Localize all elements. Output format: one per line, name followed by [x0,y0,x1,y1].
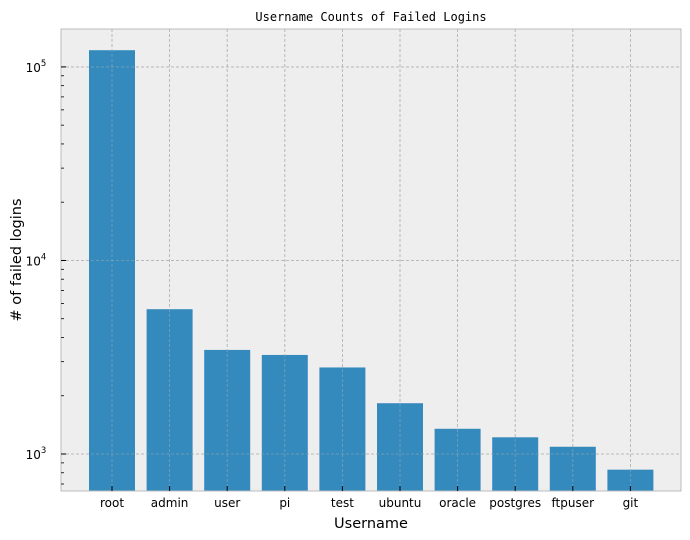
y-tick-label: 104 [26,252,47,268]
x-tick-label: git [623,496,639,510]
bar-pi [261,354,308,491]
bars [61,29,681,491]
x-tick-label: ftpuser [552,496,595,510]
x-tick-label: ubuntu [379,496,422,510]
x-tick-label: admin [151,496,189,510]
y-tick-label: 105 [26,59,47,75]
x-tick-label: user [214,496,240,510]
x-axis: root admin user pi test ubuntu oracle postgres f… [100,486,639,510]
x-axis-label: Username [334,516,408,532]
chart-title: Username Counts of Failed Logins [255,10,486,24]
y-tick-label: 103 [26,446,47,462]
x-tick-label: pi [279,496,290,510]
y-axis-label: # of failed logins [9,198,25,321]
x-tick-label: root [100,496,124,510]
y-axis: 103 104 105 [26,59,66,485]
x-tick-label: test [331,496,354,510]
x-tick-label: postgres [489,496,541,510]
x-tick-label: oracle [439,496,476,510]
